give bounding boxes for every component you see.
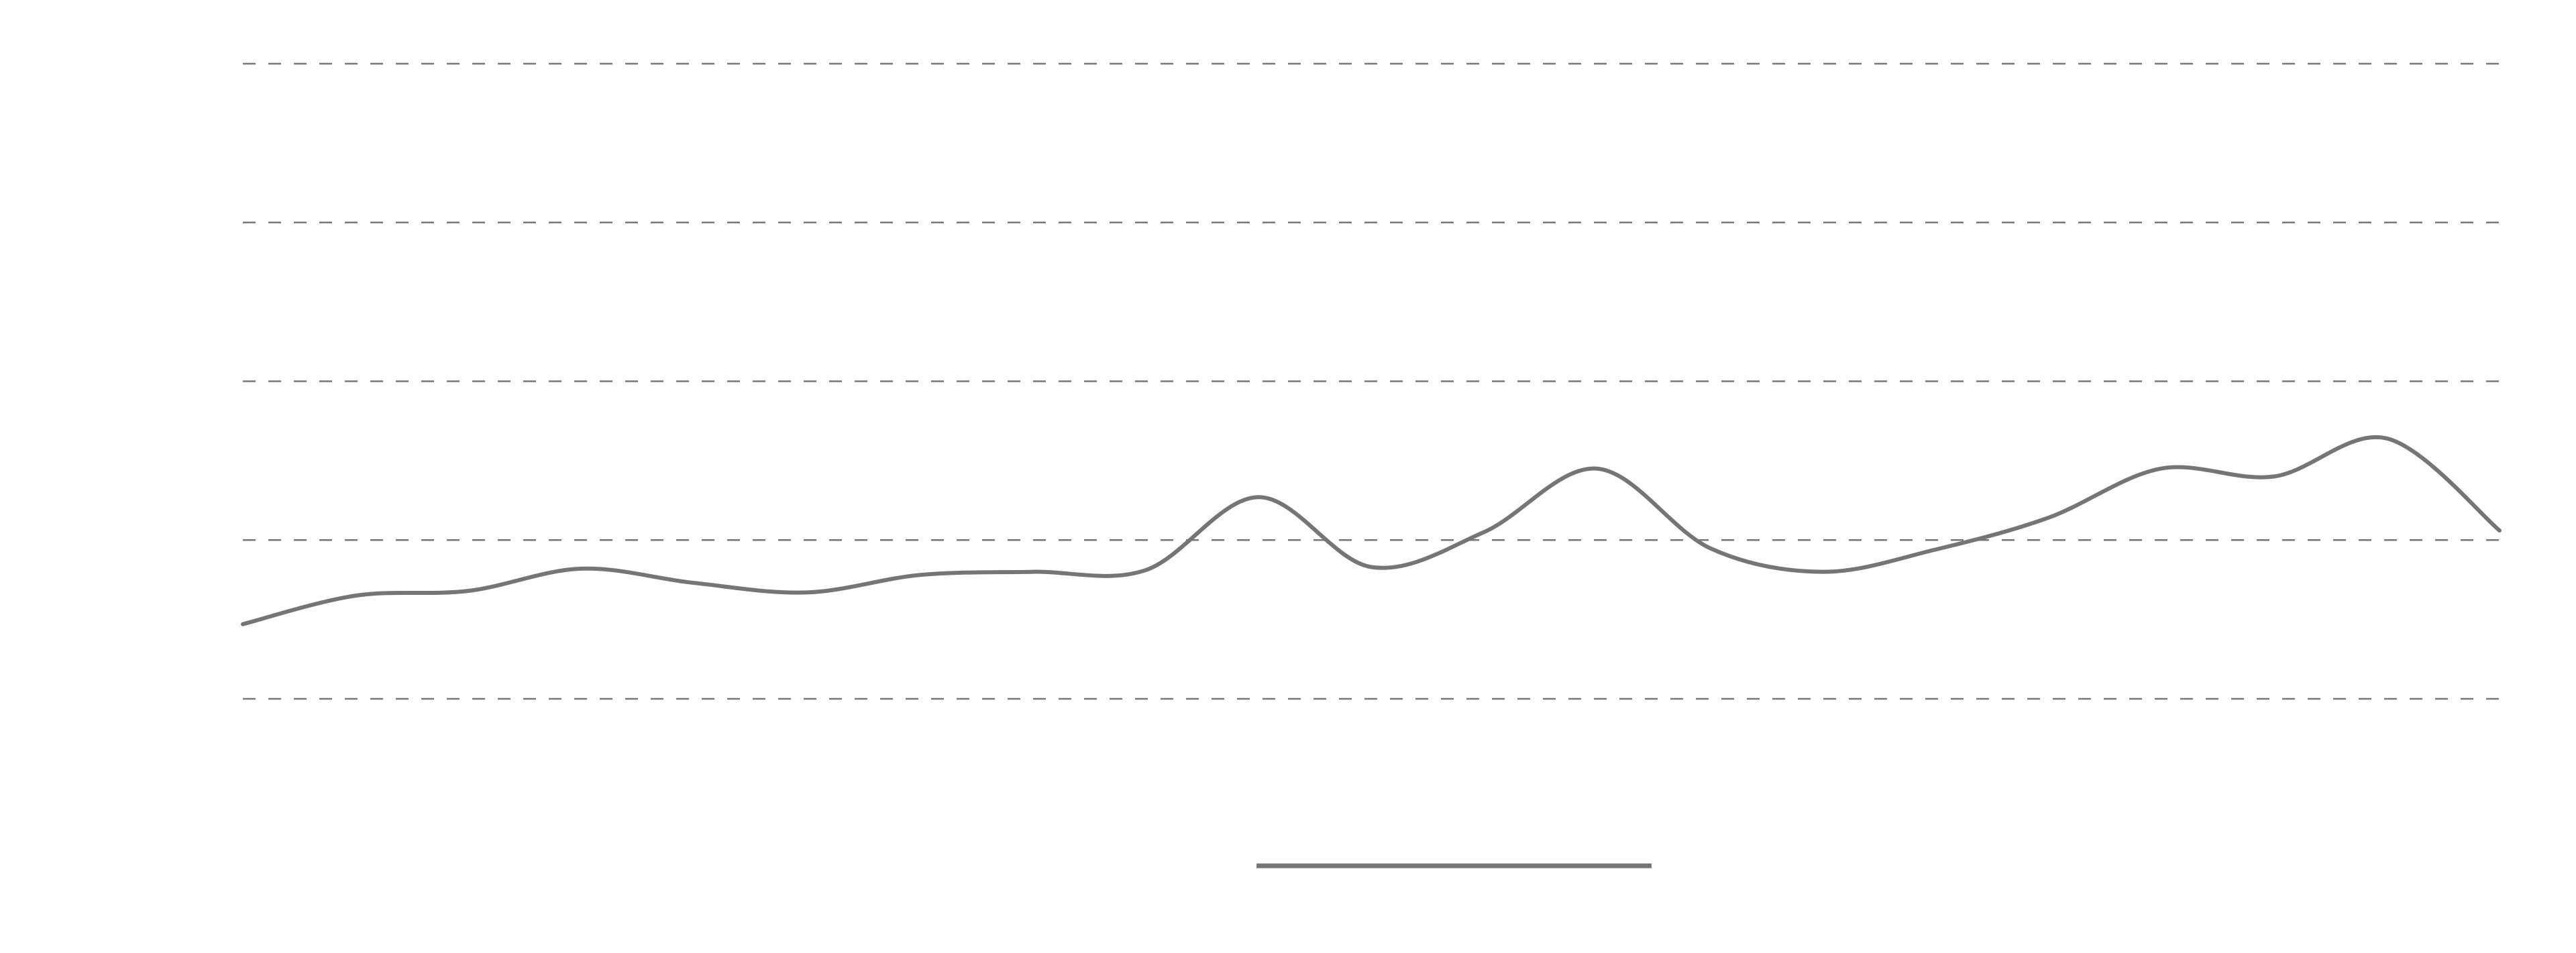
series-line-0 <box>241 435 2502 626</box>
gridlines <box>243 62 2500 700</box>
series-lines <box>241 435 2502 626</box>
